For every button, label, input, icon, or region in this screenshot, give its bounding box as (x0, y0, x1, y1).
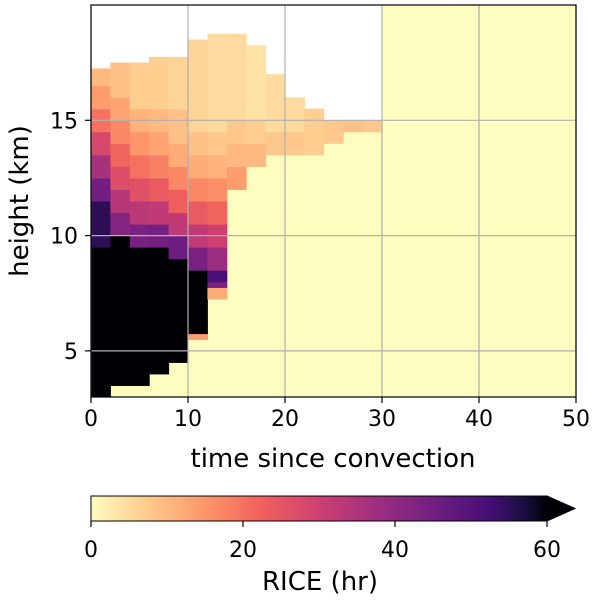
heatmap-cell (129, 62, 150, 110)
heatmap-cell (207, 281, 228, 288)
heatmap-cell (110, 166, 131, 190)
heatmap-cell (91, 201, 111, 248)
heatmap-cell (129, 201, 150, 225)
heatmap-cell (110, 212, 131, 237)
heatmap-cell (207, 247, 228, 271)
heatmap-cell (91, 247, 111, 397)
heatmap-cell (207, 33, 228, 133)
heatmap-cell (110, 97, 131, 121)
plot-frame (90, 4, 577, 398)
heatmap-cell (188, 333, 208, 340)
heatmap-cell (149, 177, 170, 202)
heatmap-cell (110, 143, 131, 167)
heatmap-cell (188, 39, 208, 133)
heatmap-cell (188, 201, 208, 225)
colorbar: 0 20 40 60 RICE (hr) (84, 495, 577, 597)
heatmap-cell (304, 108, 325, 156)
heatmap-cell (207, 201, 228, 225)
colorbar-label: RICE (hr) (262, 567, 378, 597)
heatmap-cell (362, 120, 383, 133)
heatmap-cell (285, 131, 305, 156)
heatmap-cell (149, 201, 170, 225)
heatmap-cell (207, 177, 228, 202)
heatmap-cell (110, 120, 131, 144)
heatmap-cell (91, 154, 111, 179)
colorbar-ticks: 0 20 40 60 (84, 521, 561, 563)
x-axis-ticks: 0 10 20 30 40 50 (84, 397, 590, 432)
heatmap-cell (265, 131, 286, 156)
x-tick-label: 30 (368, 407, 396, 432)
heatmap-cell (129, 247, 150, 386)
missing-data-region (91, 5, 382, 121)
heatmap-cell (226, 120, 247, 144)
heatmap-cell (188, 177, 208, 202)
y-axis-ticks: 5 10 15 (50, 109, 91, 365)
heatmap-cell (168, 143, 189, 167)
heatmap-cell (129, 177, 150, 202)
x-tick-label: 50 (562, 407, 590, 432)
y-tick-label: 10 (50, 225, 78, 250)
heatmap-cell (110, 189, 131, 214)
heatmap-cell (207, 270, 228, 283)
heatmap-cell (285, 97, 305, 133)
heatmap-cell (168, 189, 189, 214)
heatmap-cell (168, 56, 189, 110)
heatmap-cell (207, 154, 228, 179)
heatmap-cell (110, 62, 131, 98)
heatmap-cell (226, 166, 247, 190)
heatmap-cell (168, 235, 189, 260)
heatmap-cell (265, 74, 286, 133)
heatmap-cell (149, 154, 170, 179)
x-tick-label: 40 (465, 407, 493, 432)
heatmap-cell (188, 327, 208, 335)
heatmap-cell (129, 131, 150, 156)
heatmap-cell (188, 270, 208, 329)
heatmap-cell (91, 177, 111, 202)
heatmap-cell (91, 68, 111, 87)
x-axis-label: time since convection (191, 444, 476, 474)
heatmap-cell (246, 120, 267, 144)
heatmap-cell (91, 131, 111, 156)
heatmap-cell (149, 247, 170, 375)
heatmap-cell (188, 154, 208, 179)
x-tick-label: 20 (271, 407, 299, 432)
x-tick-label: 10 (174, 407, 202, 432)
heatmap-cell (246, 45, 267, 121)
colorbar-tick-label: 0 (84, 538, 98, 563)
y-axis-label: height (km) (5, 125, 35, 277)
colorbar-tick-label: 60 (533, 538, 561, 563)
heatmap-cell (246, 143, 267, 167)
heatmap-cell (168, 108, 189, 144)
heatmap-cell (207, 131, 228, 156)
heatmap-cell (110, 235, 131, 386)
colorbar-extend-arrow (547, 496, 575, 521)
heatmap-cell (91, 85, 111, 110)
heatmap-cell (323, 120, 344, 144)
heatmap-cell (129, 154, 150, 179)
y-tick-label: 15 (50, 109, 78, 134)
colorbar-tick-label: 20 (229, 538, 257, 563)
colorbar-tick-label: 40 (381, 538, 409, 563)
heatmap-cell (226, 33, 247, 121)
heatmap-cell (188, 247, 208, 271)
gridlines (90, 5, 577, 397)
colorbar-gradient (91, 496, 547, 521)
heatmap-cell (343, 120, 364, 133)
heatmap-cell (207, 287, 228, 300)
x-tick-label: 0 (84, 407, 98, 432)
y-tick-label: 5 (64, 340, 78, 365)
heatmap-cell (149, 56, 170, 110)
heatmap-cell (188, 131, 208, 156)
heatmap-cell (226, 143, 247, 167)
heatmap-cell (149, 131, 170, 156)
heatmap-cell (168, 166, 189, 190)
heatmap-cell (168, 212, 189, 237)
colorbar-outline (90, 495, 577, 522)
heatmap-cell (168, 258, 189, 363)
